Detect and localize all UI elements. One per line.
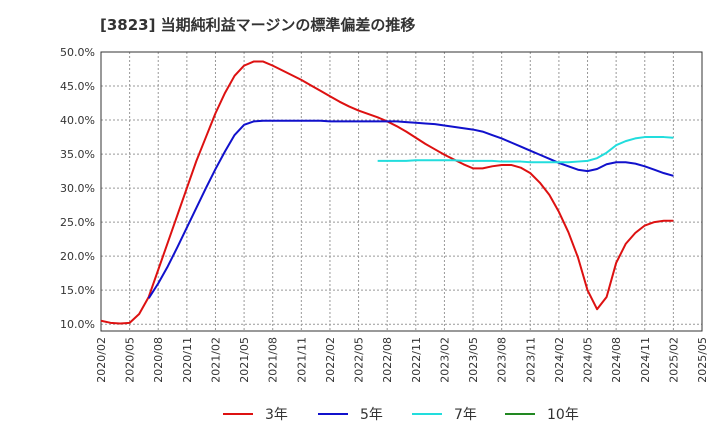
- x-tick-label: 2020/05: [124, 337, 137, 383]
- y-axis: 10.0% 15.0% 20.0% 25.0% 30.0% 35.0% 40.0% 45.0%…: [60, 46, 95, 331]
- x-tick-label: 2021/05: [238, 337, 251, 383]
- x-tick-label: 2025/02: [667, 337, 680, 383]
- x-tick-label: 2023/08: [496, 337, 509, 383]
- y-tick-label: 35.0%: [60, 148, 95, 161]
- x-tick-label: 2021/02: [209, 337, 222, 383]
- x-tick-label: 2024/08: [610, 337, 623, 383]
- x-tick-label: 2023/02: [438, 337, 451, 383]
- x-tick-label: 2022/05: [353, 337, 366, 383]
- y-tick-label: 25.0%: [60, 216, 95, 229]
- series-line: [147, 119, 674, 299]
- legend-label: 5年: [360, 407, 383, 423]
- x-tick-label: 2023/11: [524, 337, 537, 383]
- x-tick-label: 2022/08: [381, 337, 394, 383]
- legend-label: 10年: [547, 407, 579, 423]
- y-tick-label: 10.0%: [60, 318, 95, 331]
- legend: 3年 5年 7年 10年: [223, 407, 579, 423]
- y-tick-label: 30.0%: [60, 182, 95, 195]
- legend-label: 7年: [454, 407, 477, 423]
- y-tick-label: 20.0%: [60, 250, 95, 263]
- x-tick-label: 2020/11: [181, 337, 194, 383]
- x-tick-label: 2024/05: [582, 337, 595, 383]
- y-tick-label: 50.0%: [60, 46, 95, 59]
- y-tick-label: 45.0%: [60, 80, 95, 93]
- x-tick-label: 2025/05: [696, 337, 709, 383]
- x-tick-label: 2024/02: [553, 337, 566, 383]
- x-tick-label: 2023/05: [467, 337, 480, 383]
- x-tick-label: 2022/11: [410, 337, 423, 383]
- plot-area: [100, 51, 703, 332]
- x-tick-label: 2020/08: [152, 337, 165, 383]
- x-tick-label: 2021/11: [295, 337, 308, 383]
- x-tick-label: 2021/08: [267, 337, 280, 383]
- x-tick-label: 2022/02: [324, 337, 337, 383]
- x-tick-label: 2024/11: [639, 337, 652, 383]
- series-lines: [100, 60, 674, 325]
- grid: [100, 51, 703, 331]
- legend-label: 3年: [265, 407, 288, 423]
- y-tick-label: 15.0%: [60, 284, 95, 297]
- chart-title: [3823] 当期純利益マージンの標準偏差の推移: [100, 16, 416, 34]
- series-line: [377, 136, 674, 164]
- y-tick-label: 40.0%: [60, 114, 95, 127]
- x-tick-label: 2020/02: [95, 337, 108, 383]
- x-axis: 2020/02 2020/05 2020/08 2020/11 2021/02 2021/…: [95, 337, 709, 383]
